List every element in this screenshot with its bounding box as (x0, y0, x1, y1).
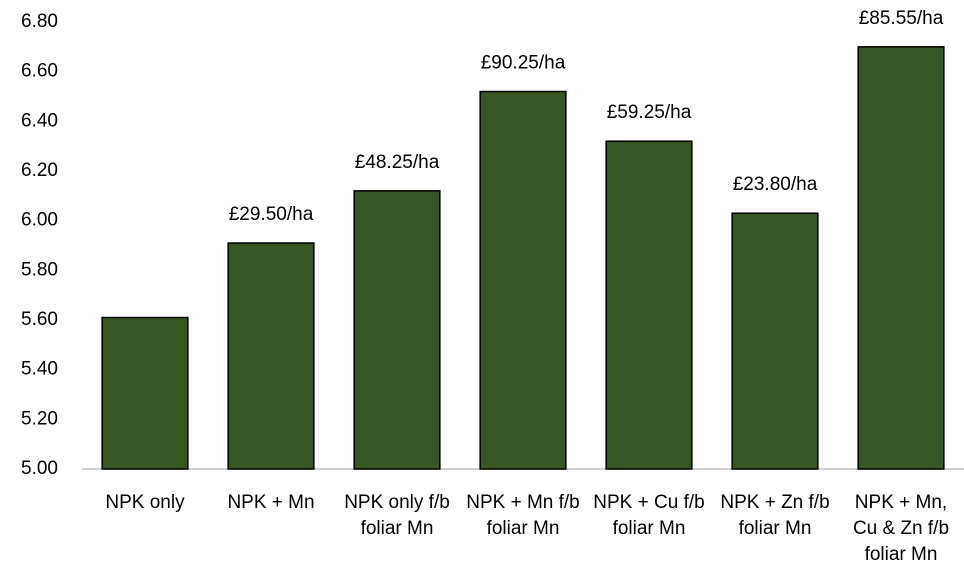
bar (857, 46, 945, 470)
y-tick-label: 6.80 (21, 11, 58, 32)
bar (731, 212, 819, 470)
bar-annotation: £23.80/ha (733, 174, 818, 195)
x-tick-label: NPK + Mn f/b foliar Mn (466, 492, 580, 539)
y-tick-label: 6.40 (21, 110, 58, 131)
y-tick-label: 5.20 (21, 408, 58, 429)
bar (227, 242, 315, 470)
bar-annotation: £48.25/ha (355, 152, 440, 173)
x-tick-label: NPK only f/b foliar Mn (344, 492, 450, 539)
bar-annotation: £59.25/ha (607, 102, 692, 123)
x-tick-label: NPK + Zn f/b foliar Mn (720, 492, 829, 539)
bar (605, 140, 693, 470)
y-tick-label: 6.00 (21, 210, 58, 231)
x-tick-label: NPK only (105, 492, 185, 513)
x-tick-label: NPK + Mn (227, 492, 314, 513)
y-tick-label: 6.60 (21, 61, 58, 82)
y-tick-label: 5.60 (21, 309, 58, 330)
y-tick-label: 6.20 (21, 160, 58, 181)
y-tick-label: 5.80 (21, 259, 58, 280)
bar (479, 90, 567, 470)
x-tick-label: NPK + Cu f/b foliar Mn (593, 492, 704, 539)
bar (353, 190, 441, 470)
bar (101, 316, 189, 470)
y-tick-label: 5.00 (21, 458, 58, 479)
x-tick-label: NPK + Mn, Cu & Zn f/b foliar Mn (853, 492, 949, 565)
bar-annotation: £29.50/ha (229, 204, 314, 225)
bar-annotation: £90.25/ha (481, 53, 566, 74)
y-tick-label: 5.40 (21, 359, 58, 380)
bar-annotation: £85.55/ha (859, 8, 944, 29)
